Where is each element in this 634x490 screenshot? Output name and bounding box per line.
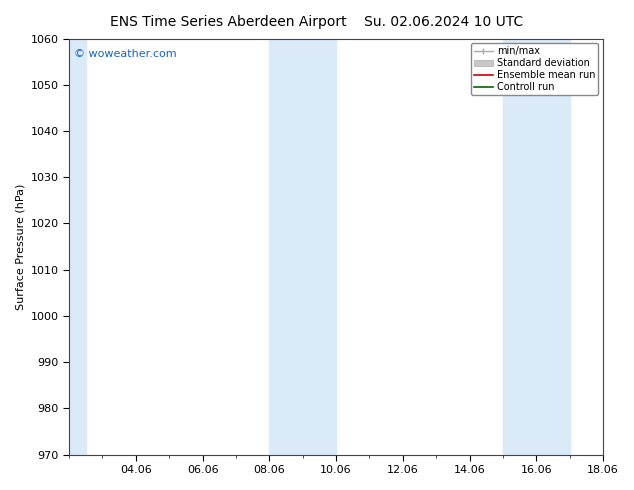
Bar: [69, 39, 86, 455]
Text: © woweather.com: © woweather.com: [74, 49, 177, 59]
Bar: [269, 39, 336, 455]
Bar: [503, 39, 570, 455]
Y-axis label: Surface Pressure (hPa): Surface Pressure (hPa): [15, 183, 25, 310]
Legend: min/max, Standard deviation, Ensemble mean run, Controll run: min/max, Standard deviation, Ensemble me…: [470, 44, 598, 95]
Text: ENS Time Series Aberdeen Airport    Su. 02.06.2024 10 UTC: ENS Time Series Aberdeen Airport Su. 02.…: [110, 15, 524, 29]
